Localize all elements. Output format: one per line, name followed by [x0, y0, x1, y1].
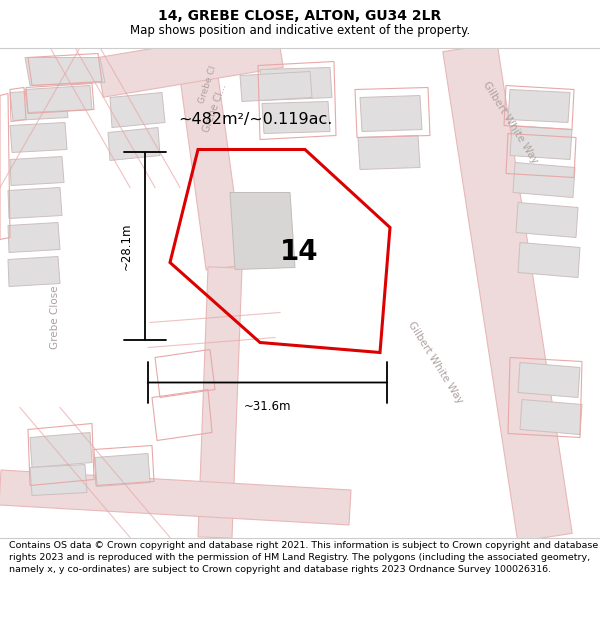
- Polygon shape: [95, 454, 150, 486]
- Polygon shape: [176, 45, 244, 270]
- Polygon shape: [518, 362, 580, 398]
- Polygon shape: [240, 71, 312, 101]
- Polygon shape: [198, 267, 242, 538]
- Text: ~31.6m: ~31.6m: [244, 401, 291, 414]
- Polygon shape: [97, 28, 283, 98]
- Polygon shape: [443, 43, 572, 542]
- Text: Grebe Close: Grebe Close: [50, 286, 60, 349]
- Polygon shape: [8, 222, 60, 253]
- Text: Gilbert White Way: Gilbert White Way: [406, 320, 464, 405]
- Text: ~482m²/~0.119ac.: ~482m²/~0.119ac.: [178, 112, 332, 127]
- Polygon shape: [513, 162, 575, 198]
- Polygon shape: [230, 192, 295, 269]
- Polygon shape: [110, 92, 165, 128]
- Text: Grebe Cl: Grebe Cl: [197, 64, 218, 104]
- Text: 14, GREBE CLOSE, ALTON, GU34 2LR: 14, GREBE CLOSE, ALTON, GU34 2LR: [158, 9, 442, 24]
- Polygon shape: [8, 188, 62, 219]
- Polygon shape: [508, 89, 570, 122]
- Polygon shape: [520, 399, 582, 434]
- Polygon shape: [0, 470, 351, 525]
- Polygon shape: [25, 86, 92, 112]
- Polygon shape: [10, 156, 64, 186]
- Text: Gilbert White Way: Gilbert White Way: [481, 80, 539, 165]
- Text: Map shows position and indicative extent of the property.: Map shows position and indicative extent…: [130, 24, 470, 37]
- Text: ~28.1m: ~28.1m: [120, 222, 133, 270]
- Polygon shape: [510, 126, 572, 159]
- Polygon shape: [360, 96, 422, 131]
- Text: 14: 14: [280, 238, 318, 266]
- Polygon shape: [518, 242, 580, 278]
- Polygon shape: [10, 122, 67, 152]
- Polygon shape: [358, 136, 420, 169]
- Polygon shape: [30, 464, 87, 496]
- Polygon shape: [30, 432, 92, 468]
- Polygon shape: [108, 127, 160, 161]
- Polygon shape: [25, 58, 105, 86]
- Polygon shape: [262, 101, 330, 134]
- Polygon shape: [8, 256, 60, 286]
- Text: Grebe Cl...: Grebe Cl...: [202, 82, 229, 133]
- Polygon shape: [10, 89, 68, 121]
- Text: Contains OS data © Crown copyright and database right 2021. This information is : Contains OS data © Crown copyright and d…: [9, 541, 598, 574]
- Polygon shape: [260, 68, 332, 101]
- Polygon shape: [516, 202, 578, 238]
